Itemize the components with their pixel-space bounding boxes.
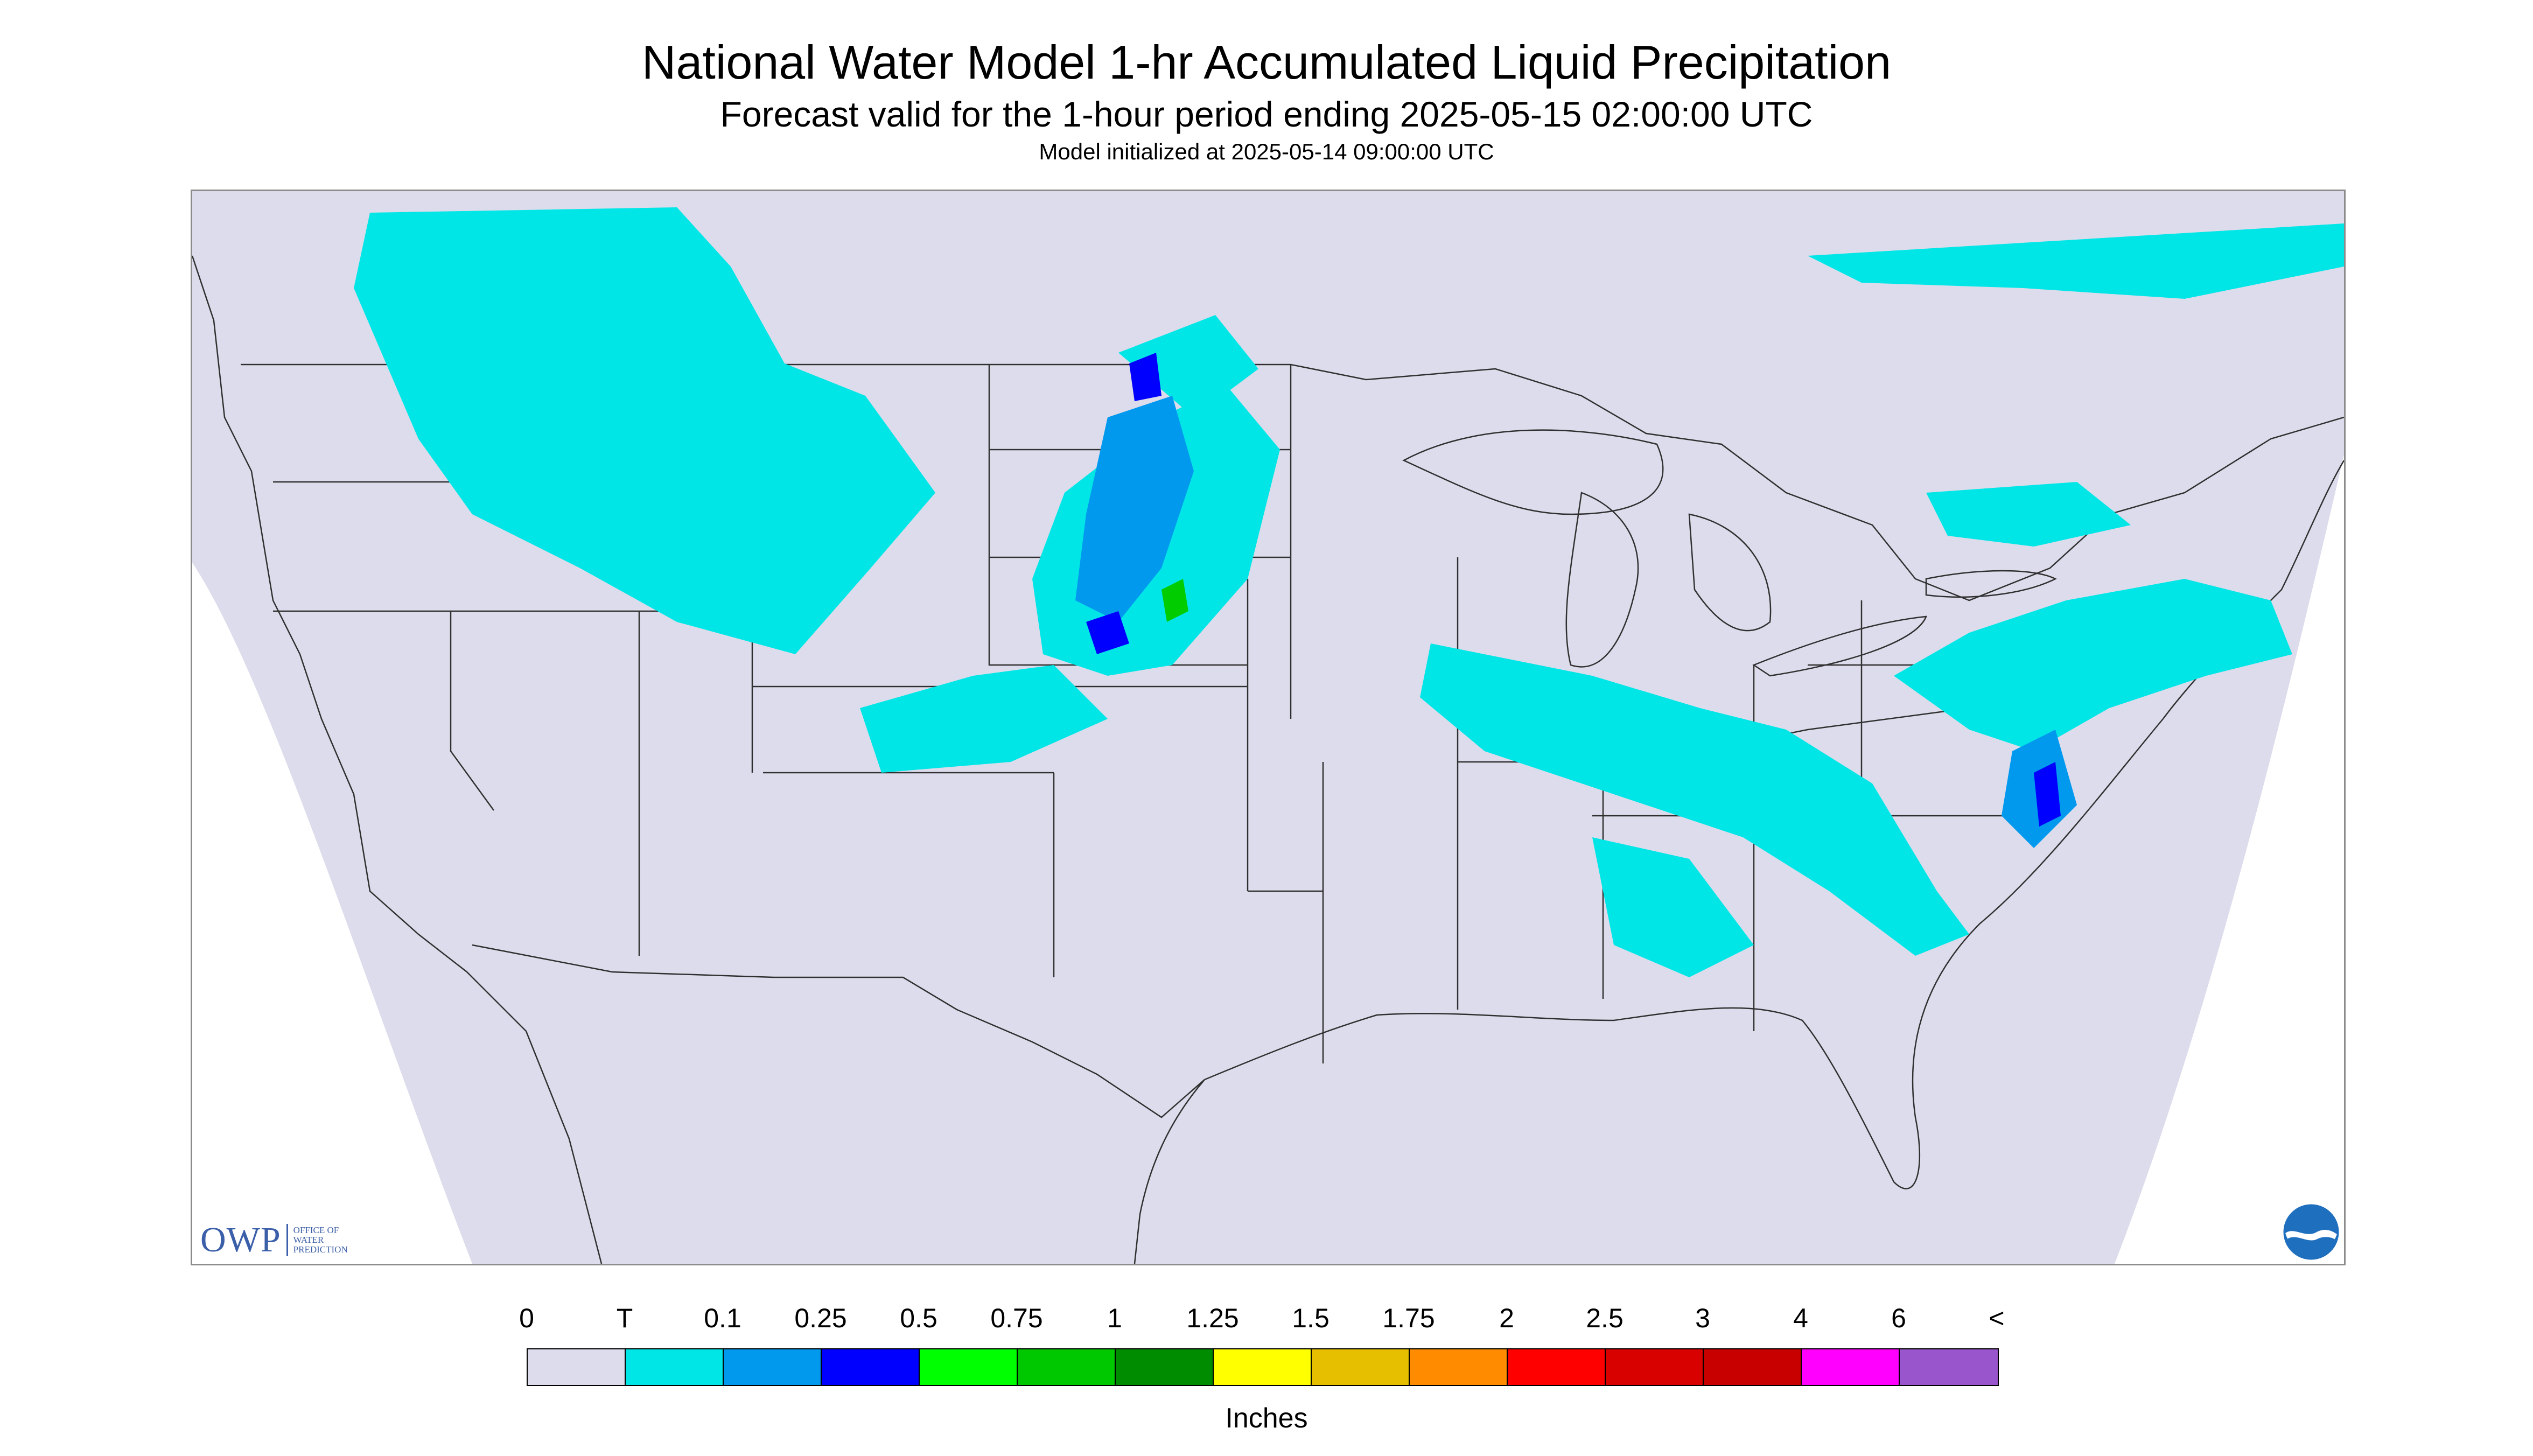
precip-moderate-area (2034, 762, 2061, 827)
legend-tick-label: 0.1 (704, 1303, 741, 1333)
legend-swatch (1802, 1349, 1900, 1385)
precipitation-areas (354, 207, 2344, 977)
noaa-icon (2283, 1204, 2339, 1260)
model-init-time: Model initialized at 2025-05-14 09:00:00… (1039, 139, 1494, 164)
legend-swatch (822, 1349, 920, 1385)
legend-swatch (920, 1349, 1018, 1385)
legend-tick-label: 4 (1793, 1303, 1808, 1333)
legend-swatch (1900, 1349, 1998, 1385)
legend-tick-label: 1.25 (1186, 1303, 1239, 1333)
precip-trace-area (1420, 643, 1969, 956)
forecast-valid-subtitle: Forecast valid for the 1-hour period end… (720, 94, 1813, 134)
legend-tick-label: 0 (519, 1303, 534, 1333)
precip-moderate-area (1129, 353, 1161, 401)
precip-moderate-area (1086, 611, 1129, 654)
legend-tick-label: 0.25 (794, 1303, 847, 1333)
legend-tick-label: 3 (1695, 1303, 1710, 1333)
precip-trace-area (354, 207, 935, 654)
legend-tick-label: 0.5 (900, 1303, 937, 1333)
legend-tick-label: T (616, 1303, 633, 1333)
legend-swatch (626, 1349, 724, 1385)
legend-tick-label: 1.75 (1382, 1303, 1435, 1333)
legend-tick-label: 1.5 (1292, 1303, 1330, 1333)
precip-trace-area (860, 665, 1108, 773)
precip-trace-area (1894, 579, 2292, 751)
legend-tick-label: 1 (1107, 1303, 1122, 1333)
map-canvas (192, 191, 2344, 1264)
legend-swatch (1606, 1349, 1704, 1385)
precip-trace-area (1118, 315, 1258, 417)
legend-tick-label: 2.5 (1586, 1303, 1624, 1333)
legend-units: Inches (1225, 1403, 1308, 1434)
legend-swatch (1116, 1349, 1214, 1385)
precip-trace-area (1808, 223, 2344, 299)
precip-light-area (1075, 396, 1194, 622)
legend-labels: 0 T 0.1 0.25 0.5 0.75 1 1.25 1.5 1.75 2 2.5 3 4 6 < (0, 1302, 2533, 1334)
legend-tick-label: < (1989, 1303, 2005, 1333)
precip-heavy-area (1161, 579, 1188, 622)
precip-trace-area (1592, 837, 1754, 977)
precip-trace-area (1926, 482, 2131, 547)
owp-logo-text: OWP (200, 1220, 281, 1259)
legend-tick-label: 0.75 (990, 1303, 1043, 1333)
legend-swatch (528, 1349, 626, 1385)
owp-logo: OWP OFFICE OF WATER PREDICTION (200, 1220, 348, 1259)
legend-swatch (1508, 1349, 1606, 1385)
legend-tick-label: 6 (1891, 1303, 1906, 1333)
legend-swatch (1410, 1349, 1508, 1385)
precipitation-map (191, 190, 2346, 1265)
legend-swatch (724, 1349, 822, 1385)
legend-colorbar (527, 1348, 1999, 1386)
legend-swatch (1312, 1349, 1410, 1385)
owp-logo-subtext: OFFICE OF WATER PREDICTION (293, 1225, 348, 1255)
legend-swatch (1214, 1349, 1312, 1385)
legend-swatch (1018, 1349, 1116, 1385)
legend-tick-label: 2 (1499, 1303, 1514, 1333)
owp-logo-divider (286, 1224, 288, 1256)
map-title: National Water Model 1-hr Accumulated Li… (641, 36, 1892, 89)
legend-swatch (1704, 1349, 1802, 1385)
